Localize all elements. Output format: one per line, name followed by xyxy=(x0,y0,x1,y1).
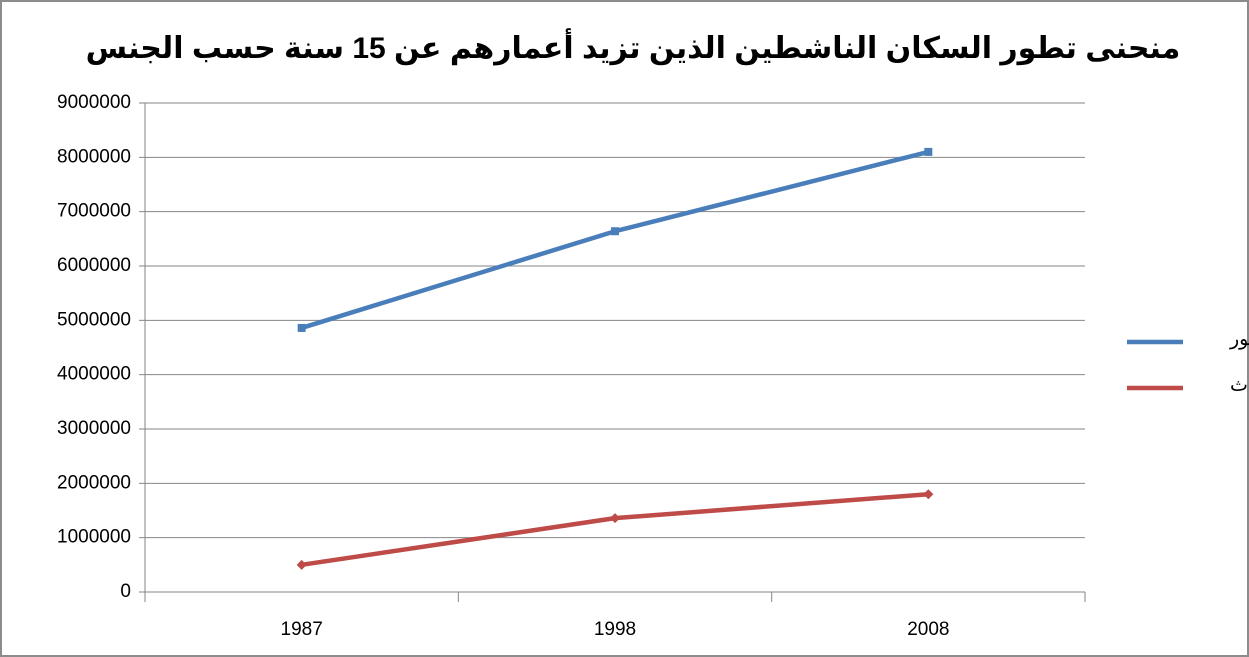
y-tick-label: 3000000 xyxy=(57,418,131,439)
marker xyxy=(924,147,933,156)
y-tick-label: 2000000 xyxy=(57,472,131,493)
marker xyxy=(610,513,620,524)
y-tick-label: 1000000 xyxy=(57,527,131,548)
y-tick-label: 4000000 xyxy=(57,364,131,385)
y-tick-label: 7000000 xyxy=(57,201,131,222)
y-tick-label: 6000000 xyxy=(57,255,131,276)
x-tick-label: 1998 xyxy=(594,619,636,640)
marker xyxy=(296,559,307,570)
marker xyxy=(297,323,306,332)
marker xyxy=(923,489,934,500)
y-tick-label: 5000000 xyxy=(57,309,131,330)
legend-label: إناث xyxy=(1230,375,1249,397)
y-tick-label: 0 xyxy=(120,581,131,602)
y-tick-label: 9000000 xyxy=(57,92,131,113)
chart-title: منحنى تطور السكان الناشطين الذين تزيد أع… xyxy=(86,28,1181,66)
legend-label: ذكور xyxy=(1229,329,1249,350)
x-tick-label: 1987 xyxy=(281,619,323,640)
marker xyxy=(611,227,619,236)
y-tick-label: 8000000 xyxy=(57,146,131,167)
x-tick-label: 2008 xyxy=(907,619,949,640)
